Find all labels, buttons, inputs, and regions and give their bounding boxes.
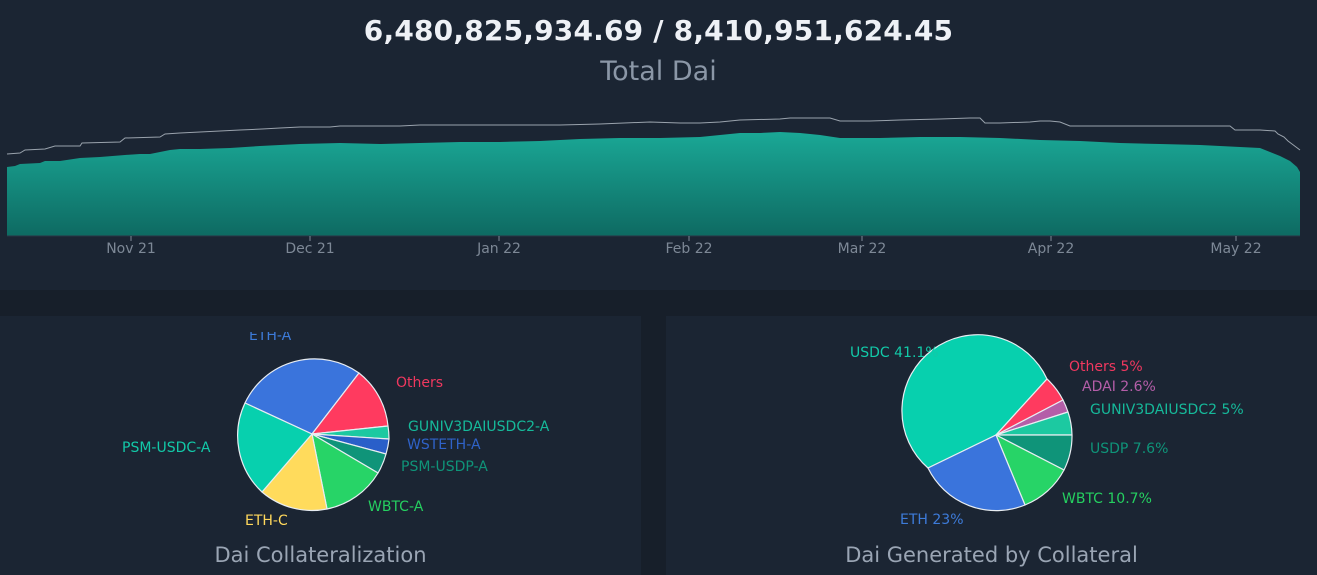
x-tick-label: Feb 22 [665,241,713,257]
slice-wbtc-a [311,433,379,510]
label-guniv3daiusdc2: GUNIV3DAIUSDC2 5% [1090,402,1244,418]
total-dai-area-chart[interactable] [0,100,1317,245]
label-eth: ETH 23% [900,512,964,528]
slice-eth-a [244,358,360,435]
x-tick-label: Nov 21 [106,241,156,257]
label-others: Others [396,375,444,391]
x-axis-ticks [130,236,1237,241]
slice-psm-usdc-a [237,402,313,493]
slice-eth [927,434,1026,512]
x-tick-label: Mar 22 [837,241,887,257]
generated-title: Dai Generated by Collateral [845,543,1138,567]
generated-panel: USDC 41.1% Others 5% ADAI 2.6% GUNIV3DAI… [666,316,1317,575]
x-tick-label: May 22 [1210,241,1262,257]
x-tick-label: Apr 22 [1027,241,1075,257]
total-dai-title: Total Dai [600,56,717,87]
slice-usdc [901,334,1048,469]
x-tick-label: Dec 21 [285,241,335,257]
label-others: Others 5% [1069,359,1143,375]
label-wsteth-a: WSTETH-A [407,437,481,453]
total-dai-value: 6,480,825,934.69 / 8,410,951,624.45 [363,14,954,47]
generated-pie-chart[interactable] [666,316,1317,575]
x-tick-label: Jan 22 [477,241,521,257]
collateralization-panel: ETH-A Others GUNIV3DAIUSDC2-A WSTETH-A P… [0,316,641,575]
label-psm-usdc-a: PSM-USDC-A [122,440,211,456]
slice-eth-c [261,433,328,512]
slice-others [311,372,389,435]
collateralization-title: Dai Collateralization [214,543,427,567]
label-guniv3daiusdc2-a: GUNIV3DAIUSDC2-A [408,419,550,435]
label-wbtc: WBTC 10.7% [1062,491,1152,507]
label-wbtc-a: WBTC-A [368,499,424,515]
label-usdp: USDP 7.6% [1090,441,1169,457]
label-eth-c: ETH-C [245,513,288,529]
total-dai-panel: 6,480,825,934.69 / 8,410,951,624.45 Tota… [0,14,1317,257]
label-usdc: USDC 41.1% [850,345,939,361]
debt-ceiling-line [6,117,1301,155]
label-adai: ADAI 2.6% [1082,379,1156,395]
label-eth-a: ETH-A [249,328,292,344]
collateralization-pie-chart[interactable] [0,316,641,575]
total-dai-area [7,132,1300,236]
label-psm-usdp-a: PSM-USDP-A [401,459,488,475]
